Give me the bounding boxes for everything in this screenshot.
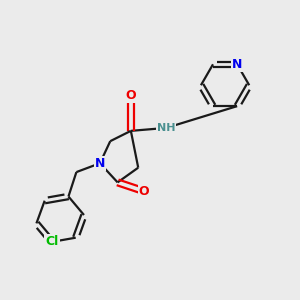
Text: N: N xyxy=(95,157,105,170)
Text: NH: NH xyxy=(157,123,176,133)
Text: Cl: Cl xyxy=(45,236,58,248)
Text: O: O xyxy=(139,185,149,198)
Text: N: N xyxy=(232,58,242,71)
Text: O: O xyxy=(125,89,136,102)
